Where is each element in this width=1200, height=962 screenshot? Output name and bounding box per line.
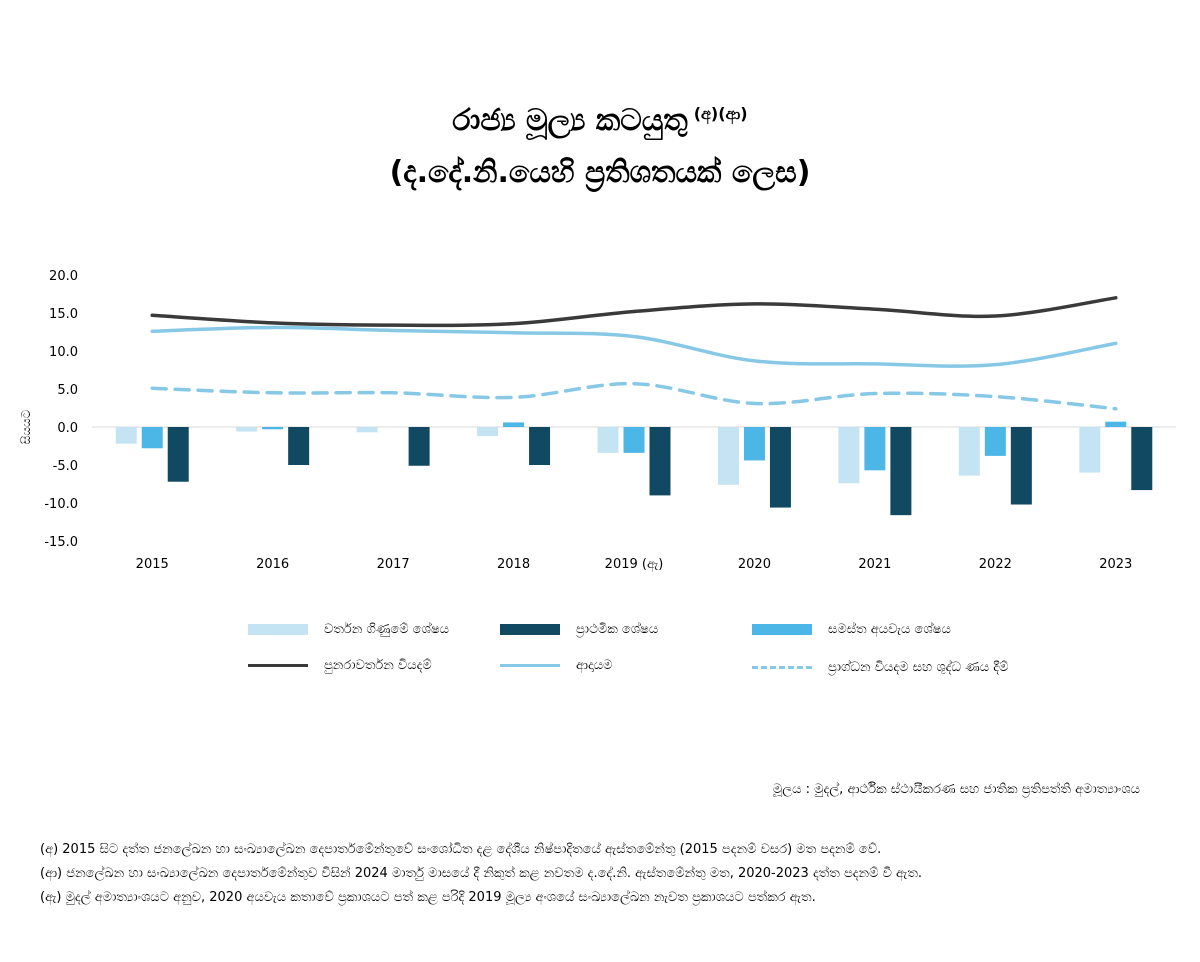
bar-current-balance xyxy=(838,427,860,484)
x-tick-label: 2022 xyxy=(979,557,1012,572)
bar-current-balance xyxy=(597,427,619,453)
legend-capital-expenditure: ප්‍රාග්ධන වියදම සහ ශුද්ධ ණය දීම් xyxy=(752,660,1008,675)
y-tick-label: 0.0 xyxy=(57,421,78,436)
bar-primary-balance xyxy=(769,427,791,508)
bar-primary-balance xyxy=(529,427,551,465)
x-tick-label: 2021 xyxy=(858,557,891,572)
x-tick-label: 2015 xyxy=(136,557,169,572)
bar-current-balance xyxy=(717,427,739,485)
bar-overall-balance xyxy=(623,427,645,453)
title-superscript: (අ)(ආ) xyxy=(693,104,748,123)
legend-swatch-overall-balance xyxy=(752,624,812,635)
y-tick-label: 10.0 xyxy=(49,345,78,360)
legend-primary-balance: ප්‍රාථමික ශේෂය xyxy=(500,622,658,637)
legend-swatch-capital-expenditure xyxy=(752,666,812,669)
bar-primary-balance xyxy=(1010,427,1032,505)
line-recurrent-expenditure xyxy=(150,296,1118,328)
bar-overall-balance xyxy=(262,427,284,430)
bar-current-balance xyxy=(236,427,258,432)
y-tick-label: 5.0 xyxy=(57,383,78,398)
bar-primary-balance xyxy=(649,427,671,496)
legend-label-capital-expenditure: ප්‍රාග්ධන වියදම සහ ශුද්ධ ණය දීම් xyxy=(828,660,1009,675)
bar-primary-balance xyxy=(288,427,310,465)
line-revenue xyxy=(150,325,1118,368)
line-layer xyxy=(150,296,1118,411)
bar-primary-balance xyxy=(1131,427,1153,491)
bar-layer xyxy=(115,421,1153,516)
legend-current-balance: වර්තන ගිණුමේ ශේෂය xyxy=(248,622,449,637)
legend-label-overall-balance: සමස්ත අයවැය ශේෂය xyxy=(828,622,951,637)
chart-plot-area: 20.0 15.0 10.0 5.0 0.0 -5.0 -10.0 -15.0 සියයට 201… xyxy=(19,269,1176,572)
bar-current-balance xyxy=(958,427,980,476)
legend-label-current-balance: වර්තන ගිණුමේ ශේෂය xyxy=(324,622,449,637)
bar-overall-balance xyxy=(1105,421,1127,427)
bar-overall-balance xyxy=(984,427,1006,456)
bar-overall-balance xyxy=(864,427,886,471)
line-capital-expenditure xyxy=(150,381,1118,411)
bar-overall-balance xyxy=(743,427,765,461)
y-tick-label: -15.0 xyxy=(44,535,78,550)
title-main: රාජ්‍ය මූල්‍ය කටයුතු xyxy=(452,103,688,138)
x-tick-label: 2019 (ඇ) xyxy=(605,557,664,572)
legend-revenue: ආදායම xyxy=(500,658,612,673)
legend: වර්තන ගිණුමේ ශේෂය ප්‍රාථමික ශේෂය සමස්ත අ… xyxy=(0,620,1200,700)
footnote-ae: (ඇ) මුදල් අමාත්‍යාංශයට අනුව, 2020 අයවැය … xyxy=(40,890,816,905)
bar-current-balance xyxy=(115,427,137,444)
footnotes: (අ) 2015 සිට දත්ත ජනලේඛන හා සංඛ්‍යාලේඛන … xyxy=(40,838,1170,910)
x-tick-label: 2020 xyxy=(738,557,771,572)
bar-primary-balance xyxy=(890,427,912,516)
bar-primary-balance xyxy=(408,427,430,466)
bar-overall-balance xyxy=(503,422,525,427)
legend-overall-balance: සමස්ත අයවැය ශේෂය xyxy=(752,622,951,637)
bar-current-balance xyxy=(356,427,378,433)
legend-swatch-current-balance xyxy=(248,624,308,635)
chart-title: රාජ්‍ය මූල්‍ය කටයුතු (අ)(ආ) (ද.දේ.නි.යෙහි… xyxy=(0,88,1200,199)
legend-recurrent-expenditure: පුනරාවර්තන වියදම් xyxy=(248,658,432,673)
x-tick-label: 2016 xyxy=(256,557,289,572)
footnote-aa: (ආ) ජනලේඛන හා සංඛ්‍යාලේඛන දෙපාර්තමේන්තුව… xyxy=(40,866,923,881)
bar-primary-balance xyxy=(167,427,189,482)
bar-current-balance xyxy=(1079,427,1101,473)
y-axis-label: සියයට xyxy=(19,409,33,444)
legend-swatch-revenue xyxy=(500,664,560,667)
legend-label-revenue: ආදායම xyxy=(576,658,613,673)
title-line-2: (ද.දේ.නි.යෙහි ප්‍රතිශතයක් ලෙස) xyxy=(389,155,811,190)
title-line-1: රාජ්‍ය මූල්‍ය කටයුතු (අ)(ආ) xyxy=(0,88,1200,147)
source-note: මූලය : මුදල්, ආර්ථික ස්ථායීකරණ සහ ජාතික … xyxy=(772,782,1140,797)
y-tick-label: 20.0 xyxy=(49,269,78,284)
legend-swatch-recurrent-expenditure xyxy=(248,664,308,667)
y-tick-label: 15.0 xyxy=(49,307,78,322)
legend-label-recurrent-expenditure: පුනරාවර්තන වියදම් xyxy=(324,658,432,673)
x-tick-label: 2023 xyxy=(1099,557,1132,572)
x-tick-label: 2018 xyxy=(497,557,530,572)
bar-current-balance xyxy=(477,427,499,437)
legend-label-primary-balance: ප්‍රාථමික ශේෂය xyxy=(576,622,659,637)
footnote-a: (අ) 2015 සිට දත්ත ජනලේඛන හා සංඛ්‍යාලේඛන … xyxy=(40,842,882,857)
y-tick-label: -5.0 xyxy=(53,459,78,474)
y-tick-label: -10.0 xyxy=(44,497,78,512)
x-tick-label: 2017 xyxy=(377,557,410,572)
bar-overall-balance xyxy=(141,427,163,449)
legend-swatch-primary-balance xyxy=(500,624,560,635)
